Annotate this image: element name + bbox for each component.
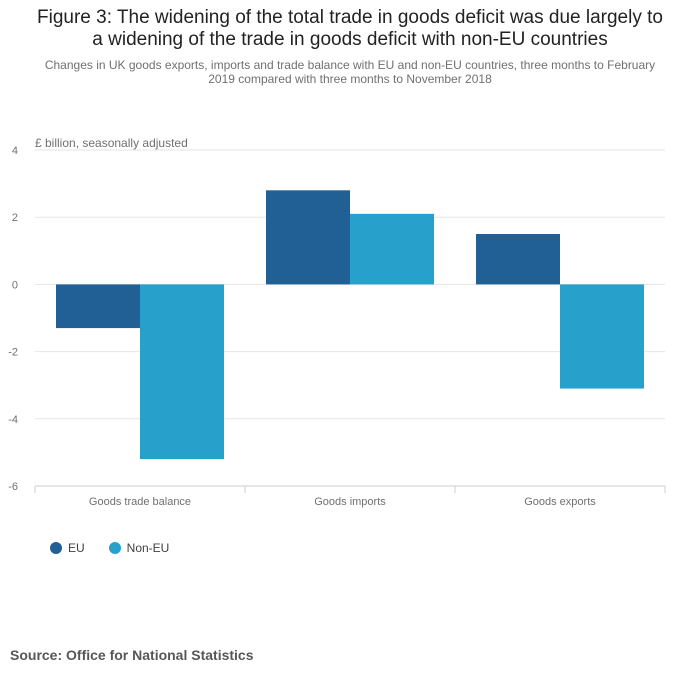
legend-label-non-eu: Non-EU (126, 541, 170, 555)
x-category-label: Goods imports (314, 496, 386, 508)
bar-eu-goods-imports (266, 190, 350, 285)
y-tick-label: 2 (12, 212, 18, 224)
chart-title: Figure 3: The widening of the total trad… (0, 7, 700, 51)
chart-subtitle-line-2: 2019 compared with three months to Novem… (208, 72, 492, 86)
y-tick-label: -2 (8, 347, 18, 359)
x-category-label: Goods trade balance (89, 496, 191, 508)
bar-eu-goods-trade-balance (56, 284, 140, 329)
y-axis-unit-label: £ billion, seasonally adjusted (35, 136, 188, 150)
y-tick-label: -6 (8, 481, 18, 493)
bar-eu-goods-exports (476, 234, 560, 285)
legend: EU Non-EU (50, 541, 193, 555)
chart-subtitle-line-1: Changes in UK goods exports, imports and… (44, 58, 656, 72)
legend-swatch-non-eu (108, 542, 121, 554)
y-tick-label: -4 (8, 414, 18, 426)
chart-subtitle: Changes in UK goods exports, imports and… (0, 58, 700, 86)
y-tick-label: 0 (12, 279, 18, 291)
legend-item-eu[interactable]: EU (50, 541, 85, 555)
legend-item-non-eu[interactable]: Non-EU (108, 541, 170, 555)
legend-label-eu: EU (68, 541, 85, 555)
bar-non-eu-goods-exports (560, 284, 644, 389)
legend-swatch-eu (50, 542, 62, 554)
bar-non-eu-goods-trade-balance (140, 284, 224, 460)
chart-title-line-2: a widening of the trade in goods deficit… (92, 29, 608, 50)
bar-non-eu-goods-imports (350, 213, 434, 285)
chart-title-line-1: Figure 3: The widening of the total trad… (37, 7, 663, 28)
x-category-label: Goods exports (524, 496, 596, 508)
source-note: Source: Office for National Statistics (10, 647, 254, 663)
y-tick-label: 4 (12, 145, 18, 157)
